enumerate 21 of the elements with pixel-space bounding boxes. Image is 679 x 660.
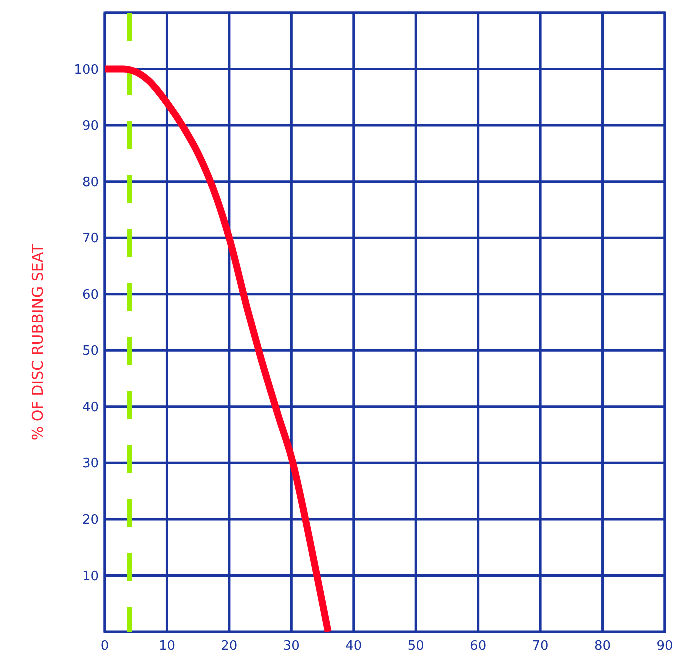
x-tick-label: 20	[221, 639, 238, 654]
y-tick-label: 90	[82, 119, 99, 134]
x-tick-label: 0	[100, 639, 110, 654]
x-tick-label: 90	[656, 639, 674, 654]
x-tick-label: 10	[158, 639, 176, 654]
y-tick-label: 50	[82, 344, 99, 360]
x-tick-label: 70	[532, 639, 549, 654]
y-tick-label: 70	[82, 232, 99, 247]
y-axis-title: % OF DISC RUBBING SEAT	[29, 244, 47, 441]
y-tick-label: 40	[82, 400, 99, 416]
y-tick-label: 100	[74, 62, 99, 78]
y-tick-label: 10	[82, 569, 99, 584]
x-tick-label: 60	[470, 639, 487, 654]
x-tick-label: 80	[594, 639, 612, 654]
y-tick-label: 20	[82, 513, 99, 528]
y-tick-label: 30	[82, 456, 99, 472]
y-tick-label: 80	[82, 175, 99, 190]
x-tick-label: 40	[346, 639, 362, 654]
y-tick-label: 60	[82, 288, 99, 303]
x-tick-label: 30	[283, 639, 300, 654]
x-tick-label: 50	[408, 639, 424, 654]
